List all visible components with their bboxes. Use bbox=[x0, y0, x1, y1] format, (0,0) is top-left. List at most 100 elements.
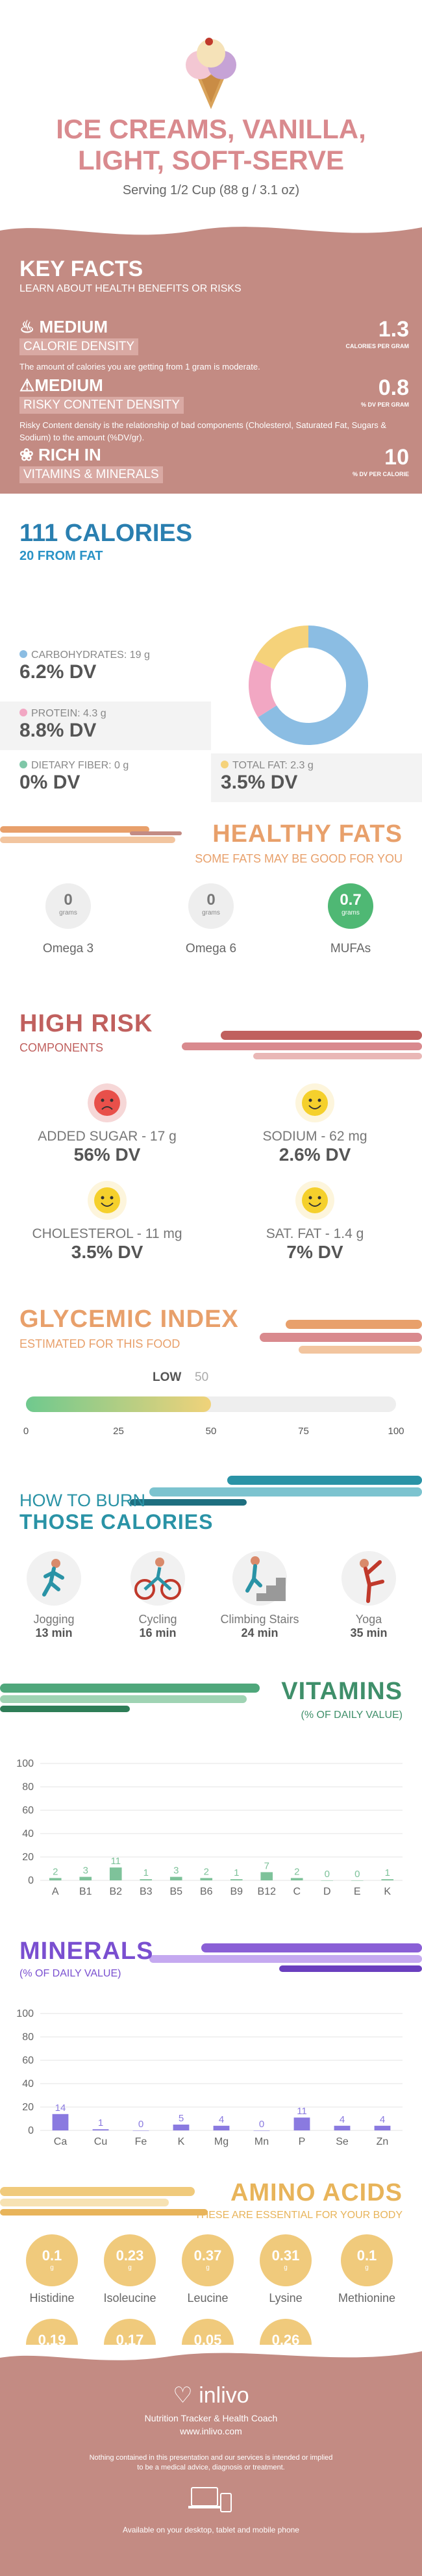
bar-b12 bbox=[260, 1872, 273, 1880]
amino-name: Methionine bbox=[338, 2292, 396, 2305]
footer-disclaimer-2: to be a medical advice, diagnosis or tre… bbox=[137, 2464, 285, 2471]
stairs-icon bbox=[232, 1551, 287, 1606]
amino-unit: g bbox=[50, 2264, 54, 2271]
amino-circle: 0.23 g bbox=[104, 2234, 156, 2286]
y-tick-label: 20 bbox=[22, 2102, 34, 2113]
amino-circle: 0.31 g bbox=[260, 2234, 312, 2286]
nutrient-row-bg bbox=[211, 753, 422, 802]
activity-minutes: 24 min bbox=[241, 1626, 279, 1639]
minerals-bar-chart: 100 80 60 40 20 0 14 Ca 1 Cu 0 Fe 5 K 4 Mg 0 Mn 11 P 4 Se 4 Zn bbox=[16, 2008, 403, 2147]
category-label: D bbox=[323, 1886, 331, 1897]
footer-tagline: Nutrition Tracker & Health Coach bbox=[144, 2413, 278, 2423]
cycling-icon bbox=[130, 1551, 185, 1606]
category-label: Se bbox=[336, 2136, 349, 2147]
bar-b3 bbox=[140, 1879, 153, 1880]
amino-unit: g bbox=[365, 2264, 369, 2271]
page-title: ICE CREAMS, VANILLA, LIGHT, SOFT-SERVE bbox=[0, 114, 422, 176]
amino-unit: g bbox=[128, 2264, 132, 2271]
category-label: B6 bbox=[200, 1886, 213, 1897]
amino-name: Isoleucine bbox=[103, 2292, 156, 2305]
fact-label: CALORIE DENSITY bbox=[19, 338, 139, 355]
fact-label: RISKY CONTENT DENSITY bbox=[19, 397, 184, 414]
vitamins-title: VITAMINS bbox=[281, 1678, 403, 1705]
amino-name: Leucine bbox=[187, 2292, 229, 2305]
fact-vitamins-minerals: ❀ RICH IN VITAMINS & MINERALS 10 % DV PE… bbox=[19, 445, 409, 483]
bar-k bbox=[173, 2125, 190, 2130]
risk-cholesterol: CHOLESTEROL - 11 mg 3.5% DV bbox=[16, 1181, 198, 1263]
jogging-icon bbox=[27, 1551, 81, 1606]
flame-icon: ♨ bbox=[19, 317, 35, 336]
high-risk-subtitle: COMPONENTS bbox=[19, 1041, 104, 1054]
fact-calorie-density: ♨ MEDIUM CALORIE DENSITY The amount of c… bbox=[19, 317, 409, 373]
fat-name: MUFAs bbox=[330, 942, 371, 955]
glycemic-tick: 0 bbox=[23, 1426, 29, 1437]
wave-divider bbox=[0, 214, 422, 235]
bar-cu bbox=[92, 2129, 109, 2130]
risk-dv: 7% DV bbox=[286, 1242, 343, 1262]
activity-jogging: Jogging 13 min bbox=[12, 1549, 96, 1640]
fact-description: Risky Content density is the relationshi… bbox=[19, 420, 387, 442]
key-facts-section: KEY FACTS LEARN ABOUT HEALTH BENEFITS OR… bbox=[0, 214, 422, 494]
category-label: Mg bbox=[214, 2136, 229, 2147]
bar-value-label: 4 bbox=[219, 2114, 224, 2125]
risk-name: ADDED SUGAR - 17 g bbox=[38, 1129, 177, 1144]
bar-value-label: 1 bbox=[143, 1867, 149, 1878]
fat-name: Omega 3 bbox=[42, 942, 94, 955]
y-tick-label: 0 bbox=[28, 2125, 34, 2136]
y-tick-label: 40 bbox=[22, 2078, 34, 2090]
bar-se bbox=[334, 2125, 351, 2130]
fat-value: 0.7 bbox=[340, 891, 362, 909]
protein-dot-icon bbox=[19, 709, 27, 716]
bar-b9 bbox=[230, 1879, 243, 1880]
glycemic-value: 50 bbox=[195, 1370, 209, 1384]
healthy-fats-subtitle: SOME FATS MAY BE GOOD FOR YOU bbox=[195, 852, 403, 865]
burn-title-2: THOSE CALORIES bbox=[19, 1510, 214, 1534]
yoga-icon bbox=[341, 1551, 396, 1606]
nutrient-protein: PROTEIN: 4.3 g 8.8% DV bbox=[19, 708, 214, 742]
title-line-2: LIGHT, SOFT-SERVE bbox=[78, 145, 344, 175]
risk-dv: 3.5% DV bbox=[71, 1242, 143, 1262]
fat-unit: grams bbox=[341, 909, 360, 916]
nutrient-row-bg bbox=[0, 701, 211, 750]
activity-yoga: Yoga 35 min bbox=[327, 1549, 411, 1640]
category-label: B12 bbox=[258, 1886, 277, 1897]
ice-cream-illustration bbox=[186, 38, 236, 109]
fat-unit: grams bbox=[202, 909, 220, 916]
fat-dot-icon bbox=[221, 761, 229, 768]
y-tick-label: 60 bbox=[22, 1805, 34, 1816]
bar-fe bbox=[132, 2130, 149, 2131]
minerals-stripes bbox=[149, 1943, 422, 1972]
heart-logo-icon: ♡ bbox=[173, 2383, 193, 2408]
calories-title: 111 CALORIES bbox=[19, 520, 193, 547]
amino-value: 0.1 bbox=[42, 2247, 62, 2264]
bar-value-label: 1 bbox=[98, 2117, 103, 2128]
amino-methionine: 0.1 g Methionine bbox=[328, 2234, 406, 2305]
amino-subtitle: THESE ARE ESSENTIAL FOR YOUR BODY bbox=[194, 2210, 403, 2221]
risk-sodium: SODIUM - 62 mg 2.6% DV bbox=[224, 1083, 406, 1165]
high-risk-title: HIGH RISK bbox=[19, 1010, 153, 1037]
amino-lysine: 0.31 g Lysine bbox=[247, 2234, 325, 2305]
sad-face-icon bbox=[88, 1083, 127, 1122]
glycemic-subtitle: ESTIMATED FOR THIS FOOD bbox=[19, 1337, 180, 1350]
fact-unit: CALORIES PER GRAM bbox=[345, 343, 409, 349]
activity-minutes: 16 min bbox=[139, 1626, 177, 1639]
fact-level: MEDIUM bbox=[39, 317, 108, 336]
bar-value-label: 2 bbox=[204, 1866, 209, 1877]
fat-omega3-circle: 0 grams bbox=[45, 883, 91, 929]
fact-level: MEDIUM bbox=[34, 375, 103, 395]
y-tick-label: 40 bbox=[22, 1828, 34, 1839]
activity-climbing-stairs: Climbing Stairs 24 min bbox=[217, 1549, 302, 1640]
y-tick-label: 80 bbox=[22, 1782, 34, 1793]
footer-available: Available on your desktop, tablet and mo… bbox=[123, 2525, 299, 2534]
bar-d bbox=[321, 1880, 334, 1881]
bar-a bbox=[49, 1878, 62, 1880]
fiber-dot-icon bbox=[19, 761, 27, 768]
high-risk-stripes bbox=[182, 1031, 422, 1059]
bar-c bbox=[290, 1878, 303, 1880]
nutrient-name: DIETARY FIBER: 0 g bbox=[31, 760, 129, 771]
bar-value-label: 2 bbox=[294, 1866, 299, 1877]
nutrient-dv: 3.5% DV bbox=[221, 772, 298, 793]
bar-value-label: 0 bbox=[325, 1869, 330, 1880]
activity-name: Yoga bbox=[355, 1613, 382, 1626]
footer-url[interactable]: www.inlivo.com bbox=[180, 2426, 242, 2436]
